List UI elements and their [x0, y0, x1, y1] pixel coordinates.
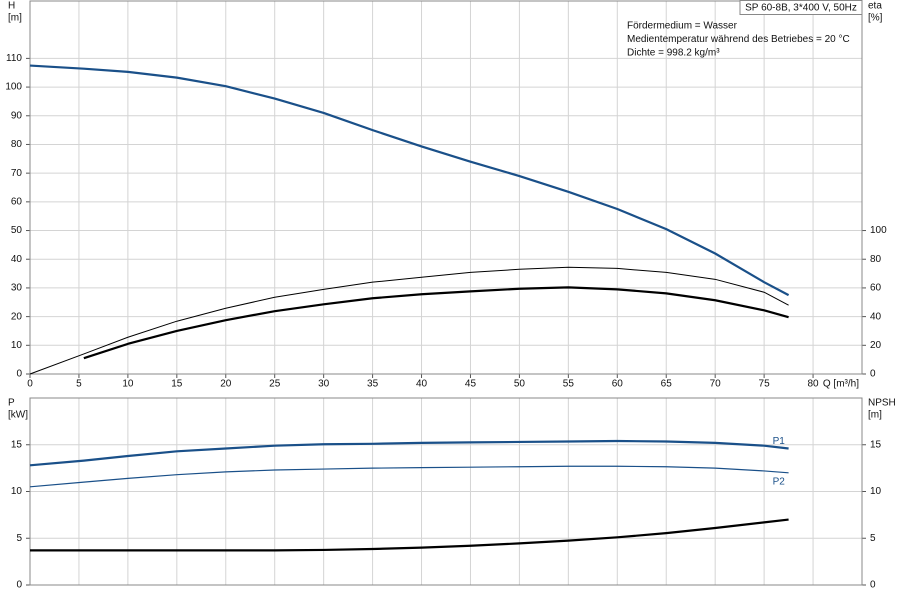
y2-axis-label: NPSH	[868, 398, 896, 409]
y2-tick-label: 10	[870, 486, 882, 497]
series-line	[29, 266, 789, 375]
y-tick-label: 50	[11, 225, 23, 236]
series-line	[29, 465, 789, 488]
x-tick-label: 0	[27, 379, 33, 390]
chart-title: SP 60-8B, 3*400 V, 50Hz	[745, 3, 857, 14]
y-axis-label: [m]	[8, 13, 22, 24]
x-tick-label: 35	[367, 379, 379, 390]
x-tick-label: 45	[465, 379, 477, 390]
y-tick-label: 15	[11, 439, 23, 450]
y-tick-label: 0	[16, 369, 22, 380]
x-tick-label: 10	[122, 379, 134, 390]
x-tick-label: 30	[318, 379, 330, 390]
annotation: Medientemperatur während des Betriebes =…	[627, 34, 850, 45]
x-tick-label: 80	[807, 379, 819, 390]
y-tick-label: 30	[11, 283, 23, 294]
x-tick-label: 50	[514, 379, 526, 390]
y-axis-label: [kW]	[8, 410, 28, 421]
series-label: P1	[773, 436, 786, 447]
y-axis-label: H	[8, 1, 15, 12]
y2-tick-label: 0	[870, 369, 876, 380]
y2-axis-label: [%]	[868, 13, 883, 24]
y-tick-label: 70	[11, 168, 23, 179]
x-tick-label: 25	[269, 379, 281, 390]
y-tick-label: 40	[11, 254, 23, 265]
series-line	[83, 286, 789, 360]
y-tick-label: 80	[11, 139, 23, 150]
x-tick-label: 40	[416, 379, 428, 390]
y-tick-label: 110	[6, 53, 22, 64]
x-tick-label: 20	[220, 379, 232, 390]
y2-axis-label: [m]	[868, 410, 882, 421]
y2-tick-label: 15	[870, 439, 882, 450]
y2-tick-label: 100	[870, 225, 887, 236]
y-tick-label: 5	[16, 533, 22, 544]
y-tick-label: 60	[11, 196, 23, 207]
x-axis-label: Q [m³/h]	[823, 379, 859, 390]
series-line	[29, 64, 790, 297]
y2-tick-label: 0	[870, 580, 876, 591]
y-tick-label: 20	[11, 311, 23, 322]
x-tick-label: 55	[563, 379, 575, 390]
x-tick-label: 70	[710, 379, 722, 390]
plot-area	[30, 1, 862, 374]
x-tick-label: 75	[759, 379, 771, 390]
annotation: Fördermedium = Wasser	[627, 21, 738, 32]
series-line	[29, 439, 789, 467]
y-tick-label: 0	[16, 580, 22, 591]
plot-frame	[29, 0, 863, 375]
y2-tick-label: 40	[870, 311, 882, 322]
y-tick-label: 100	[5, 82, 22, 93]
x-tick-label: 60	[612, 379, 624, 390]
annotation: Dichte = 998.2 kg/m³	[627, 48, 720, 59]
series-label: P2	[773, 476, 786, 487]
plot-frame	[29, 397, 863, 586]
y2-tick-label: 20	[870, 340, 882, 351]
x-tick-label: 5	[76, 379, 82, 390]
y-tick-label: 90	[11, 110, 23, 121]
y2-axis-label: eta	[868, 1, 882, 12]
y2-tick-label: 60	[870, 283, 882, 294]
y-axis-label: P	[8, 398, 15, 409]
x-tick-label: 65	[661, 379, 673, 390]
y-tick-label: 10	[11, 486, 23, 497]
x-tick-label: 15	[171, 379, 183, 390]
series-line	[30, 518, 789, 552]
y2-tick-label: 5	[870, 533, 876, 544]
y-tick-label: 10	[11, 340, 23, 351]
title-box	[739, 0, 863, 15]
y2-tick-label: 80	[870, 254, 882, 265]
